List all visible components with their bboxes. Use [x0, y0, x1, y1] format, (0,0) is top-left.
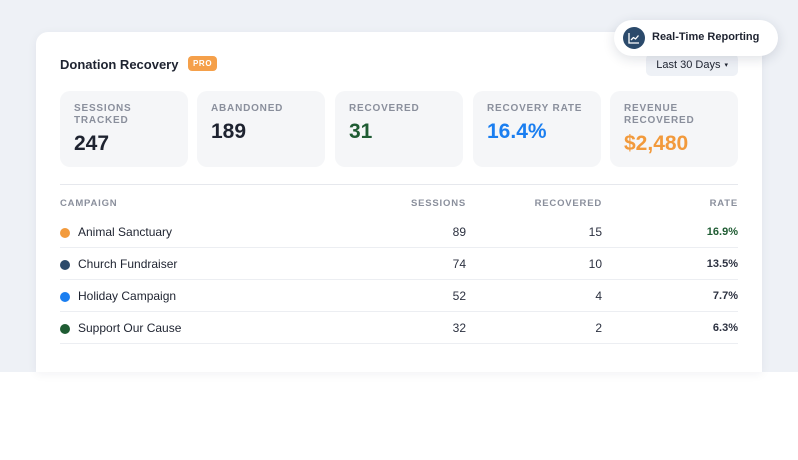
rate-value: 13.5%	[706, 258, 738, 270]
stat-revenue-recovered: REVENUE RECOVERED $2,480	[610, 91, 738, 167]
sessions-value: 74	[452, 257, 466, 271]
rate-value: 7.7%	[712, 290, 738, 302]
stat-label: RECOVERED	[349, 103, 420, 114]
sessions-value: 32	[452, 321, 466, 335]
column-header-rate[interactable]: RATE	[709, 198, 738, 209]
table-header: CAMPAIGN SESSIONS RECOVERED RATE	[60, 192, 738, 216]
campaign-table: CAMPAIGN SESSIONS RECOVERED RATE Animal …	[60, 192, 738, 344]
stat-label: ABANDONED	[211, 103, 284, 114]
recovered-value: 2	[595, 321, 602, 335]
stat-recovery-rate: RECOVERY RATE 16.4%	[473, 91, 601, 167]
stat-label: REVENUE RECOVERED	[624, 103, 695, 126]
pro-badge: PRO	[188, 56, 218, 71]
sessions-value: 89	[452, 225, 466, 239]
stat-value: $2,480	[624, 132, 689, 155]
table-row[interactable]: Holiday Campaign 52 4 7.7%	[60, 280, 738, 312]
stat-recovered: RECOVERED 31	[335, 91, 463, 167]
column-header-sessions[interactable]: SESSIONS	[411, 198, 466, 209]
stat-sessions-tracked: SESSIONS TRACKED 247	[60, 91, 188, 167]
stat-value: 16.4%	[487, 120, 547, 143]
stat-value: 247	[74, 132, 110, 155]
recovered-value: 4	[595, 289, 602, 303]
caret-down-icon: ▾	[724, 62, 728, 69]
card-title: Donation Recovery	[60, 57, 179, 72]
recovered-value: 15	[588, 225, 602, 239]
donation-recovery-card: Donation Recovery PRO Last 30 Days ▾ SESS…	[36, 32, 762, 372]
date-range-select[interactable]: Last 30 Days ▾	[646, 54, 738, 76]
campaign-color-dot	[60, 260, 70, 270]
rate-value: 16.9%	[706, 226, 738, 238]
campaign-name: Church Fundraiser	[78, 257, 178, 271]
stats-row: SESSIONS TRACKED 247 ABANDONED 189 RECOV…	[60, 91, 738, 167]
section-divider	[60, 184, 738, 185]
campaign-color-dot	[60, 228, 70, 238]
column-header-campaign[interactable]: CAMPAIGN	[60, 198, 118, 209]
rate-value: 6.3%	[712, 322, 738, 334]
stat-abandoned: ABANDONED 189	[197, 91, 325, 167]
column-header-recovered[interactable]: RECOVERED	[534, 198, 602, 209]
recovered-value: 10	[588, 257, 602, 271]
campaign-color-dot	[60, 292, 70, 302]
table-row[interactable]: Animal Sanctuary 89 15 16.9%	[60, 216, 738, 248]
stat-label: RECOVERY RATE	[487, 103, 583, 114]
table-row[interactable]: Church Fundraiser 74 10 13.5%	[60, 248, 738, 280]
sessions-value: 52	[452, 289, 466, 303]
stat-value: 189	[211, 120, 247, 143]
stat-value: 31	[349, 120, 373, 143]
card-header: Donation Recovery PRO Last 30 Days ▾	[60, 54, 738, 78]
pill-label: Real-Time Reporting	[652, 31, 760, 43]
date-range-label: Last 30 Days	[656, 59, 721, 71]
campaign-name: Holiday Campaign	[78, 289, 177, 303]
line-chart-icon	[623, 27, 645, 49]
real-time-reporting-pill[interactable]: Real-Time Reporting	[614, 20, 778, 56]
stat-label: SESSIONS TRACKED	[74, 103, 132, 126]
table-row[interactable]: Support Our Cause 32 2 6.3%	[60, 312, 738, 344]
campaign-name: Support Our Cause	[78, 321, 182, 335]
campaign-name: Animal Sanctuary	[78, 225, 173, 239]
campaign-color-dot	[60, 324, 70, 334]
